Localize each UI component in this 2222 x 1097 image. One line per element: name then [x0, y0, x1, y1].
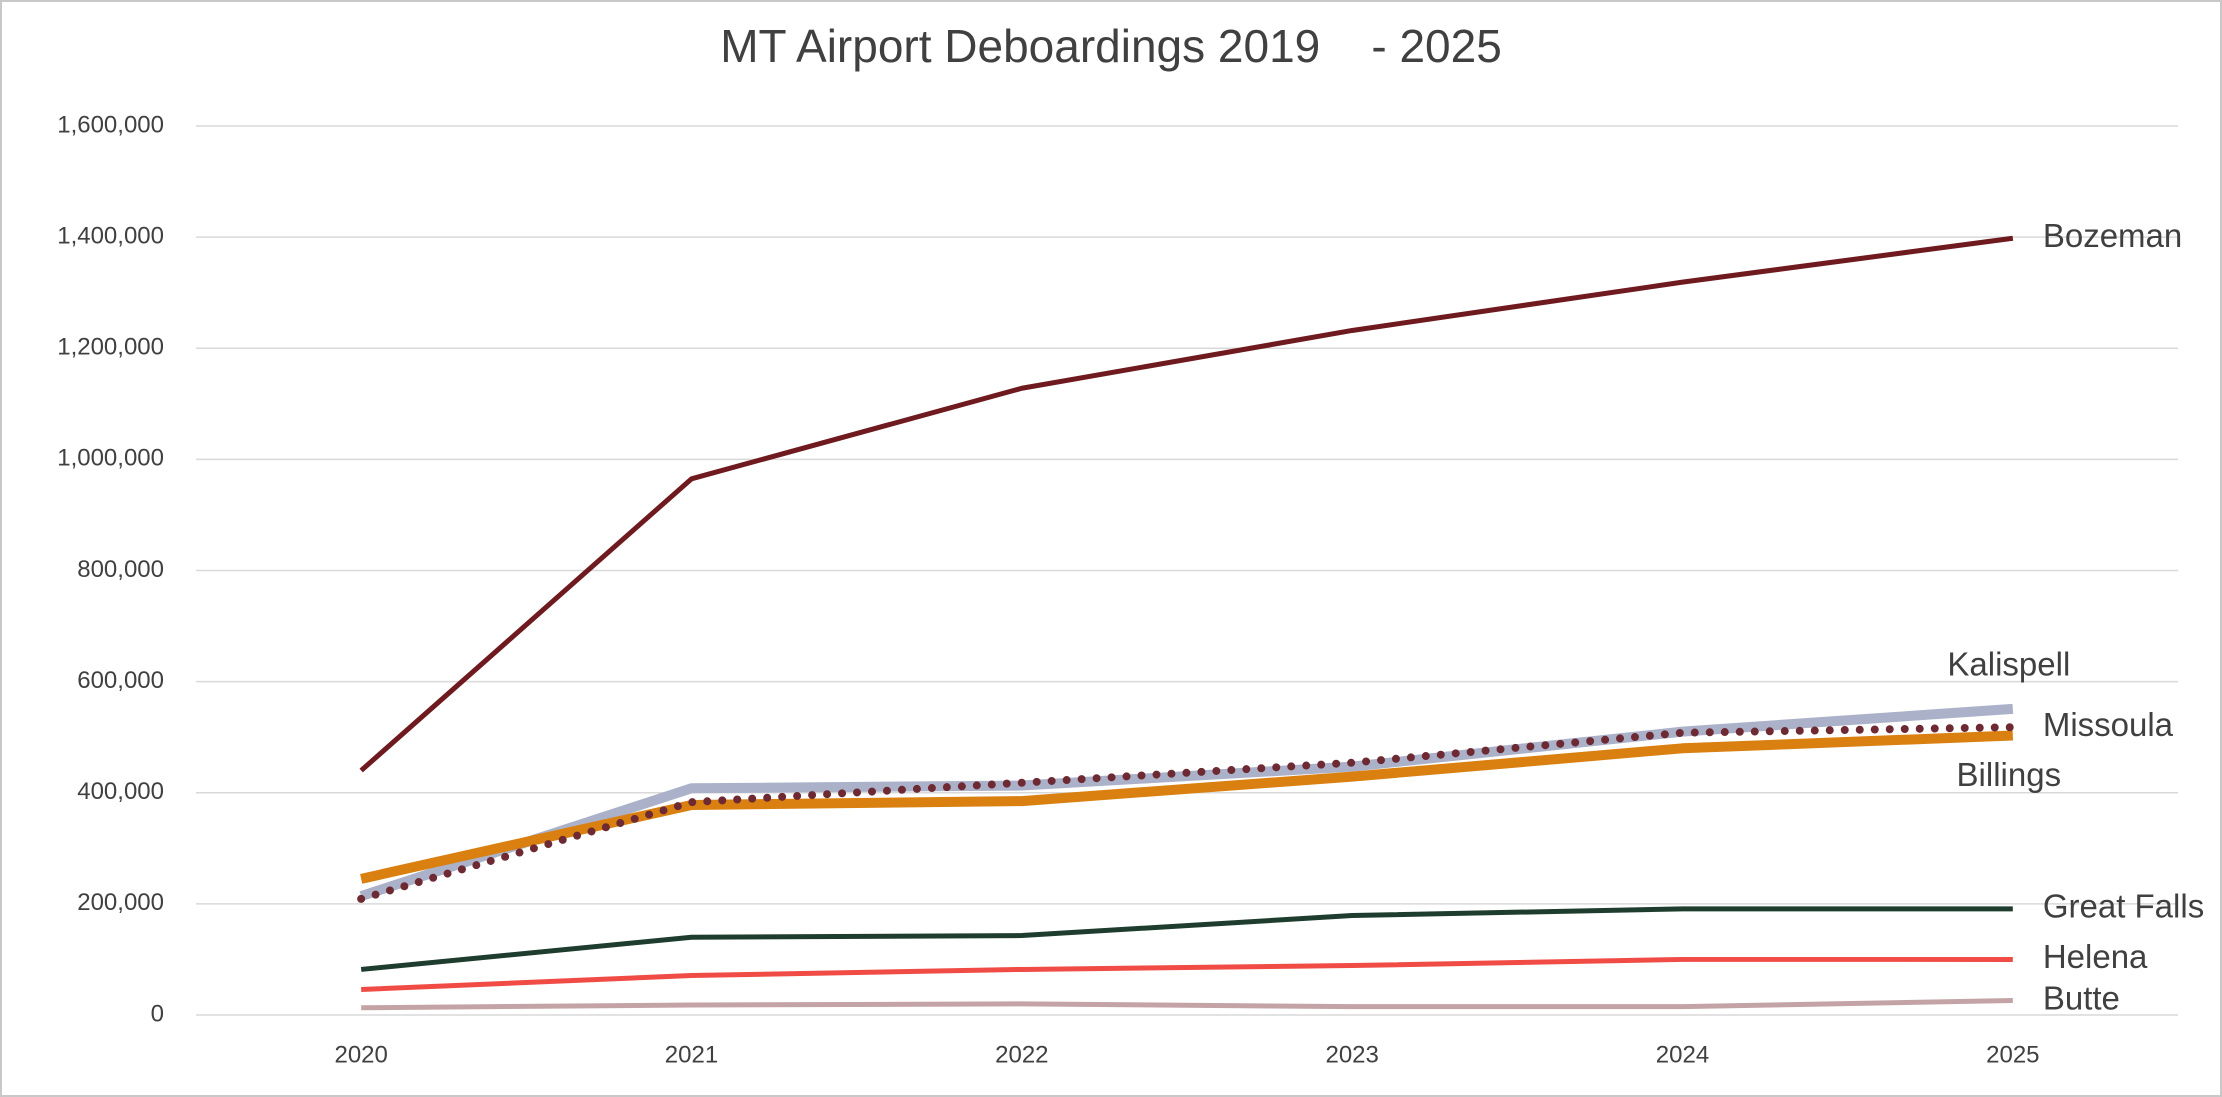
y-tick-label: 1,200,000	[57, 334, 164, 361]
y-tick-label: 400,000	[77, 778, 164, 805]
y-tick-label: 200,000	[77, 889, 164, 916]
series-label: Butte	[2043, 979, 2120, 1016]
x-tick-label: 2024	[1656, 1041, 1709, 1068]
y-tick-label: 1,600,000	[57, 111, 164, 138]
series-line	[357, 723, 2017, 903]
series-line	[360, 906, 2013, 972]
series-label: Bozeman	[2043, 217, 2182, 254]
x-tick-label: 2021	[665, 1041, 718, 1068]
series-label: Great Falls	[2043, 888, 2204, 925]
series-label: Billings	[1957, 756, 2062, 793]
y-tick-label: 0	[151, 1000, 164, 1027]
x-tick-label: 2025	[1986, 1041, 2039, 1068]
y-tick-label: 1,000,000	[57, 445, 164, 472]
chart-title: MT Airport Deboardings 2019 - 2025	[720, 20, 1502, 72]
series-label: Kalispell	[1947, 646, 2070, 683]
series-label: Missoula	[2043, 706, 2174, 743]
x-tick-label: 2022	[995, 1041, 1048, 1068]
series-line	[359, 235, 2014, 773]
series-line	[361, 956, 2013, 992]
y-tick-label: 600,000	[77, 667, 164, 694]
x-tick-label: 2020	[334, 1041, 387, 1068]
y-tick-label: 1,400,000	[57, 222, 164, 249]
series-label: Helena	[2043, 938, 2148, 975]
x-tick-label: 2023	[1325, 1041, 1378, 1068]
y-tick-label: 800,000	[77, 556, 164, 583]
series-line	[361, 998, 2013, 1011]
